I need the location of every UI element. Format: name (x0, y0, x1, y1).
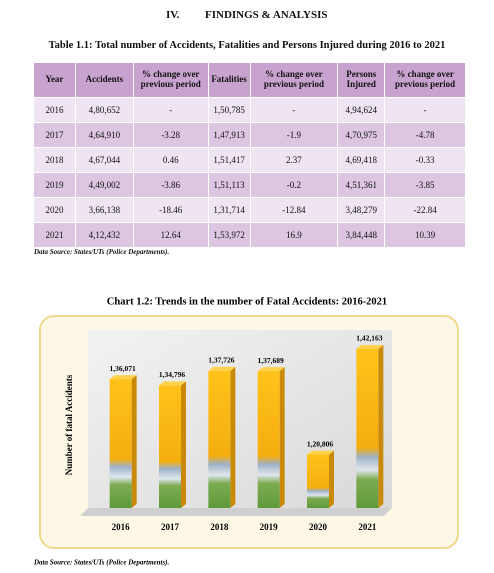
bar-side (230, 366, 236, 508)
table-cell: 4,12,432 (74, 222, 134, 248)
column-header: % change over previous period (384, 62, 466, 98)
table-cell: -3.86 (132, 172, 209, 198)
column-header: Persons Injured (337, 62, 386, 98)
table-cell: -3.28 (132, 122, 209, 148)
chart: Chart 1.2: Trends in the number of Fatal… (33, 296, 459, 567)
bar-side (131, 375, 137, 508)
table-cell: 4,80,652 (74, 97, 134, 123)
data-label: 1,37,689 (258, 356, 285, 365)
data-label: 1,20,806 (307, 439, 334, 448)
section-number: IV. (166, 9, 180, 21)
table-cell: 4,64,910 (74, 122, 134, 148)
column-header: Year (33, 62, 76, 98)
table-cell: 2019 (33, 172, 76, 198)
table-cell: -4.78 (384, 122, 466, 148)
table-cell: -22.84 (384, 197, 466, 223)
table-row: 2016 4,80,652-1,50,785-4,94,624- (33, 97, 466, 123)
bar-side (181, 381, 186, 508)
column-header: Fatalities (207, 62, 251, 98)
data-label: 1,42,163 (356, 334, 383, 343)
table-row: 2018 4,67,044 0.46 1,51,417 2.37 4,69,418 -0.3… (33, 147, 466, 173)
bar (307, 454, 329, 508)
bar-side (279, 367, 285, 508)
column-header: Accidents (74, 62, 134, 98)
table-cell: 1,31,714 (207, 197, 251, 223)
section-title: FINDINGS & ANALYSIS (205, 9, 328, 21)
x-tick-label: 2021 (358, 522, 377, 532)
table-title: Table 1.1: Total number of Accidents, Fa… (48, 40, 446, 51)
plot-floor (80, 508, 392, 516)
table-row: 2017 4,64,910 -3.28 1,47,913 -1.9 4,70,975 -4.… (33, 122, 466, 148)
table-cell: 4,94,624 (337, 97, 386, 123)
x-tick-label: 2017 (161, 522, 180, 532)
table-cell: 16.9 (249, 222, 339, 248)
data-label: 1,34,796 (159, 370, 186, 379)
table-cell: 2020 (33, 197, 76, 223)
data-label: 1,36,071 (110, 364, 137, 373)
plot-area (88, 330, 392, 508)
table-cell: -3.85 (384, 172, 466, 198)
table-cell: 1,51,113 (207, 172, 251, 198)
table-cell: 2.37 (249, 147, 339, 173)
bar (109, 379, 132, 508)
bar (356, 348, 379, 508)
table-cell: 3,84,448 (337, 222, 386, 248)
table-cell: 1,50,785 (207, 97, 251, 123)
table-cell: -1.9 (249, 122, 339, 148)
table-row: 2020 3,66,138 -18.46 1,31,714 -12.84 3,48,279… (33, 197, 466, 223)
table-cell: -12.84 (249, 197, 339, 223)
y-axis-label: Number of fatal Accidents (64, 374, 74, 475)
table-cell: 0.46 (132, 147, 209, 173)
table-source: Data Source: States/UTs (Police Departme… (34, 248, 170, 256)
table-cell: 2021 (33, 222, 76, 248)
bar-side (329, 450, 334, 508)
bar-cap (208, 366, 236, 371)
table-body: 2016 4,80,652-1,50,785-4,94,624-2017 4,64,… (33, 97, 466, 248)
table-cell: 3,66,138 (74, 197, 134, 223)
table-cell: 1,51,417 (207, 147, 251, 173)
bar-cap (109, 375, 137, 380)
bar (208, 370, 231, 508)
table-cell: 1,47,913 (207, 122, 251, 148)
table-cell: 2017 (33, 122, 76, 148)
table-row: 2021 4,12,432 12.64 1,53,972 16.9 3,84,448 10.… (33, 222, 466, 248)
table-header: Year Accidents% change over previous peri… (33, 62, 466, 98)
bar-cap (307, 450, 334, 455)
table-cell: 12.64 (132, 222, 209, 248)
table-cell: 4,69,418 (337, 147, 386, 173)
table-cell: - (132, 97, 209, 123)
table-cell: 2018 (33, 147, 76, 173)
x-tick-label: 2020 (309, 522, 328, 532)
chart-source: Data Source: States/UTs (Police Departme… (33, 559, 170, 567)
table-cell: 4,70,975 (337, 122, 386, 148)
chart-title: Chart 1.2: Trends in the number of Fatal… (107, 296, 387, 307)
table-cell: - (249, 97, 339, 123)
table-cell: 4,51,361 (337, 172, 386, 198)
bar-side (378, 344, 384, 508)
table-cell: 2016 (33, 97, 76, 123)
table-cell: 10.39 (384, 222, 466, 248)
column-header: % change over previous period (249, 62, 339, 98)
bar-cap (356, 344, 384, 349)
table-cell: - (384, 97, 466, 123)
x-tick-label: 2016 (112, 522, 131, 532)
bar (257, 371, 280, 508)
table-cell: 4,49,002 (74, 172, 134, 198)
x-tick-label: 2019 (260, 522, 279, 532)
table-cell: -0.2 (249, 172, 339, 198)
table-cell: 4,67,044 (74, 147, 134, 173)
table-row: 2019 4,49,002 -3.86 1,51,113 -0.2 4,51,361 -3.… (33, 172, 466, 198)
data-table: Year Accidents% change over previous peri… (33, 62, 466, 248)
table-cell: 1,53,972 (207, 222, 251, 248)
bar-cap (257, 367, 285, 372)
bar-cap (159, 381, 186, 386)
x-tick-label: 2018 (210, 522, 229, 532)
table-cell: -18.46 (132, 197, 209, 223)
table-cell: 3,48,279 (337, 197, 386, 223)
data-label: 1,37,726 (208, 356, 235, 365)
bar (159, 385, 181, 508)
table-cell: -0.33 (384, 147, 466, 173)
column-header: % change over previous period (132, 62, 209, 98)
